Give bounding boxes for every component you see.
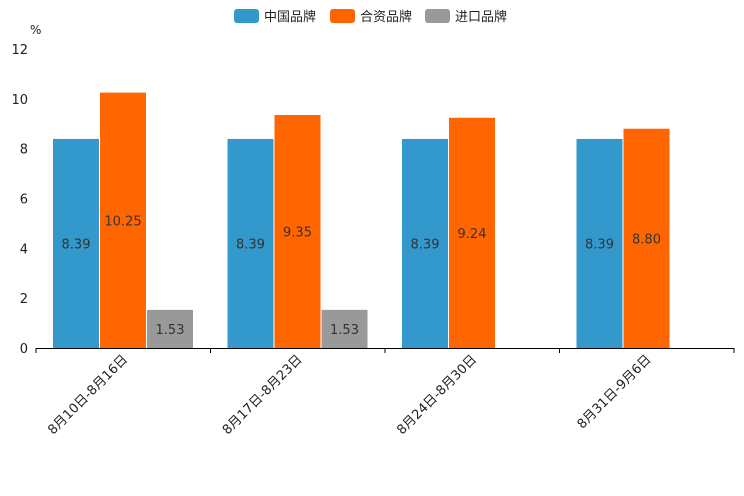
y-tick-label: 8	[20, 143, 28, 158]
bar-1[interactable]	[576, 138, 623, 348]
y-tick-label: 12	[11, 43, 28, 58]
bar-1[interactable]	[53, 138, 99, 348]
legend: 中国品牌 合资品牌 进口品牌	[234, 9, 507, 25]
data-labels: 8.39 10.25 1.53 8.39 9.35 1.53 8.39 9.24 8.39 8.8…	[62, 214, 661, 338]
data-label: 8.39	[62, 237, 91, 252]
legend-label[interactable]: 中国品牌	[264, 9, 316, 25]
bar-2[interactable]	[449, 117, 495, 349]
data-label: 8.39	[411, 237, 440, 252]
y-tick-label: 6	[20, 193, 28, 208]
data-label: 8.39	[585, 237, 614, 252]
bar-1[interactable]	[227, 138, 274, 348]
legend-label[interactable]: 合资品牌	[360, 9, 412, 25]
legend-swatch[interactable]	[330, 9, 355, 23]
y-axis-unit: %	[30, 23, 41, 37]
data-label: 1.53	[330, 323, 359, 338]
y-tick-label: 4	[20, 242, 28, 257]
data-label: 8.80	[632, 232, 661, 247]
bars	[53, 92, 670, 349]
y-tick-label: 2	[20, 292, 28, 307]
data-label: 9.24	[458, 227, 487, 242]
bar-3[interactable]	[147, 309, 193, 348]
y-tick-label: 10	[11, 93, 28, 108]
x-tick-label: 8月24日-8月30日	[394, 352, 480, 438]
bar-1[interactable]	[402, 138, 448, 348]
y-axis: 0 2 4 6 8 10 12	[11, 43, 28, 357]
bar-2[interactable]	[100, 92, 146, 349]
bar-3[interactable]	[321, 309, 368, 348]
data-label: 10.25	[104, 214, 141, 229]
y-tick-label: 0	[20, 342, 28, 357]
data-label: 1.53	[156, 323, 185, 338]
data-label: 9.35	[283, 226, 312, 241]
bar-2[interactable]	[274, 115, 321, 348]
bar-2[interactable]	[623, 128, 670, 348]
x-tick-label: 8月17日-8月23日	[220, 352, 306, 438]
x-axis: 8月10日-8月16日 8月17日-8月23日 8月24日-8月30日 8月31日-9…	[35, 348, 735, 438]
legend-swatch[interactable]	[425, 9, 450, 23]
legend-label[interactable]: 进口品牌	[455, 9, 507, 25]
legend-swatch[interactable]	[234, 9, 259, 23]
x-tick-label: 8月31日-9月6日	[575, 352, 655, 432]
data-label: 8.39	[236, 237, 265, 252]
x-tick-label: 8月10日-8月16日	[45, 352, 131, 438]
